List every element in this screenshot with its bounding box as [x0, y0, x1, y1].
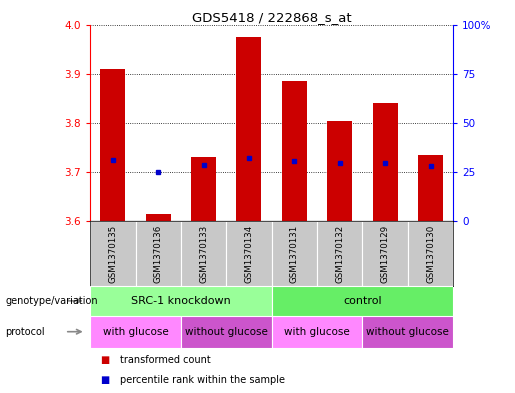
Bar [191, 158, 216, 221]
Bar [373, 103, 398, 221]
Text: genotype/variation: genotype/variation [5, 296, 98, 306]
Bar [181, 316, 272, 348]
Text: GSM1370133: GSM1370133 [199, 224, 208, 283]
Bar [90, 316, 181, 348]
Bar [272, 316, 363, 348]
Text: GSM1370132: GSM1370132 [335, 224, 344, 283]
Bar [272, 286, 453, 316]
Bar [317, 221, 363, 286]
Bar [100, 69, 125, 221]
Text: GSM1370130: GSM1370130 [426, 224, 435, 283]
Text: with glucose: with glucose [284, 327, 350, 337]
Bar [282, 81, 307, 221]
Text: transformed count: transformed count [120, 355, 211, 365]
Text: protocol: protocol [5, 327, 45, 337]
Bar [181, 221, 226, 286]
Text: control: control [343, 296, 382, 306]
Text: GSM1370129: GSM1370129 [381, 225, 390, 283]
Bar [236, 37, 262, 221]
Text: ■: ■ [100, 375, 110, 386]
Text: without glucose: without glucose [366, 327, 449, 337]
Text: with glucose: with glucose [102, 327, 168, 337]
Bar [363, 221, 408, 286]
Bar [90, 286, 272, 316]
Bar [327, 121, 352, 221]
Text: ■: ■ [100, 355, 110, 365]
Bar [408, 221, 453, 286]
Bar [135, 221, 181, 286]
Text: without glucose: without glucose [185, 327, 268, 337]
Text: percentile rank within the sample: percentile rank within the sample [120, 375, 285, 386]
Bar [226, 221, 272, 286]
Text: SRC-1 knockdown: SRC-1 knockdown [131, 296, 231, 306]
Text: GSM1370134: GSM1370134 [245, 224, 253, 283]
Bar [90, 221, 135, 286]
Title: GDS5418 / 222868_s_at: GDS5418 / 222868_s_at [192, 11, 351, 24]
Bar [418, 155, 443, 221]
Text: GSM1370131: GSM1370131 [290, 224, 299, 283]
Text: GSM1370135: GSM1370135 [108, 224, 117, 283]
Bar [146, 214, 170, 221]
Bar [272, 221, 317, 286]
Text: GSM1370136: GSM1370136 [153, 224, 163, 283]
Bar [363, 316, 453, 348]
